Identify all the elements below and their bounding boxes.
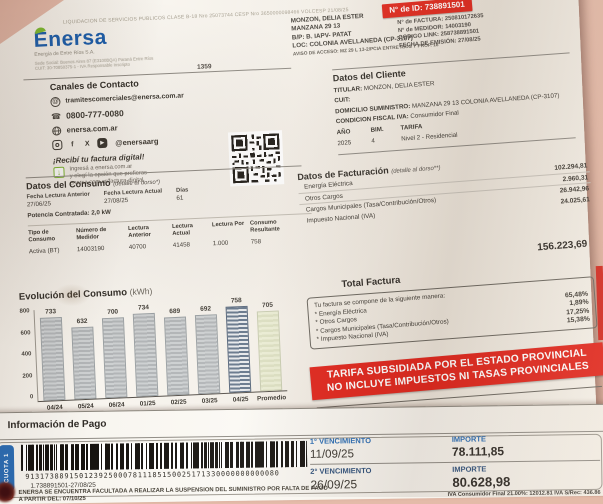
client-name: MONZON, DELIA ESTER: [363, 79, 435, 92]
chart-bar: [225, 305, 252, 393]
chart-bar-column: 632 05/24: [70, 308, 97, 410]
x-axis-label: Promedio: [256, 394, 287, 403]
instagram-icon: [52, 139, 63, 151]
iva-note: IVA Consumidor Final 21.00%: 12012.81 IV…: [447, 489, 601, 498]
bar-value-label: 689: [169, 307, 181, 315]
chart-bar-column: 758 04/25: [225, 297, 252, 404]
email-icon: @: [50, 96, 61, 107]
y-tick: 600: [20, 329, 31, 337]
invoice-id-block: N° de ID: 738891501 N° de FACTURA: 25081…: [381, 0, 577, 52]
consumption-table: Tipo de Consumo Número de Medidor Lectur…: [27, 212, 313, 256]
y-tick: 0: [29, 394, 34, 401]
chart-bar: [39, 316, 66, 401]
facebook-icon: f: [70, 140, 74, 148]
subsidy-banner: TARIFA SUBSIDIADA POR EL ESTADO PROVINCI…: [309, 342, 603, 401]
enersa-logo: Enersa Energía de Entre Ríos S.A. Sede S…: [33, 23, 215, 72]
payment-barcode: [20, 440, 308, 471]
x-icon: X: [84, 140, 90, 148]
billing-days: 61: [176, 194, 184, 202]
y-tick: 800: [19, 308, 30, 315]
contact-phone: 0800-777-0080: [65, 108, 124, 121]
chart-plot: 733 04/24 632 05/24 700 06/24 734 01/25 689 02/25…: [33, 297, 288, 412]
chart-bar-column: 733 04/24: [39, 308, 66, 412]
first-due-amount: 78.111,85: [451, 444, 505, 459]
total-amount: 156.223,69: [536, 238, 588, 254]
fiscal-condition: Consumidor Final: [410, 109, 460, 121]
payment-stub: Información de Pago CUOTA 1 913173889150…: [0, 403, 603, 504]
chart-bar: [101, 317, 128, 399]
bar-value-label: 700: [107, 308, 119, 317]
contact-web: enersa.com.ar: [66, 123, 118, 135]
qr-code: [227, 130, 285, 187]
chart-bar-column: 705 Promedio: [256, 299, 286, 403]
suspension-warning: ENERSA SE ENCUENTRA FACULTADA A REALIZAR…: [18, 485, 328, 503]
y-tick: 400: [21, 351, 32, 358]
chart-bar-column: 734 01/25: [132, 304, 159, 408]
chart-bar: [71, 326, 97, 400]
payment-title: Información de Pago: [7, 418, 107, 432]
bar-value-label: 692: [200, 305, 212, 314]
chart-bar: [163, 316, 190, 396]
consumption-section: Datos del Consumo (detalle al dorso*) Fe…: [25, 165, 313, 256]
first-due-values: 11/09/25 78.111,85: [310, 443, 600, 461]
globe-icon: [51, 125, 62, 136]
chart-bar-column: 692 03/25: [194, 302, 221, 405]
chart-bar-column: 689 02/25: [163, 304, 190, 406]
previous-reading-date: 27/06/25: [26, 200, 52, 209]
consumption-chart: Evolución del Consumo (kWh) 800 600 400 200…: [19, 279, 310, 412]
phone-icon: ☎: [50, 111, 62, 121]
current-reading-date: 27/08/25: [103, 196, 129, 205]
chart-bar: [132, 312, 159, 397]
bar-value-label: 733: [45, 307, 57, 316]
total-label: Total Factura: [341, 274, 401, 291]
due-dates-panel: 1° VENCIMIENTO IMPORTE 11/09/25 78.111,85 …: [310, 433, 601, 500]
social-handle: @enersaarg: [115, 136, 159, 147]
chart-bar: [194, 314, 221, 395]
contact-channels: Canales de Contacto @ tramitescomerciales…: [50, 72, 289, 188]
route-number: 1359: [196, 63, 212, 71]
paper-edge-red-sliver: [595, 265, 603, 341]
second-due-amount: 80.628,98: [452, 474, 511, 490]
total-section: 156.223,69 Total Factura Tu factura se c…: [302, 238, 603, 409]
y-tick: 200: [22, 372, 33, 380]
second-due-values: 26/09/25 80.628,98: [310, 473, 600, 492]
first-due-date: 11/09/25: [309, 448, 355, 461]
youtube-icon: ▶: [97, 137, 108, 149]
bar-value-label: 758: [230, 296, 242, 305]
second-due-date: 26/09/25: [310, 477, 358, 492]
bill-paper: LIQUIDACION DE SERVICIOS PUBLICOS CLASE …: [0, 0, 603, 487]
chart-bar-column: 700 06/24: [101, 306, 128, 409]
chart-bar: [256, 310, 283, 392]
table-row: Activa (BT): [28, 247, 60, 256]
bar-value-label: 632: [76, 317, 88, 326]
bar-value-label: 705: [261, 301, 274, 310]
bar-value-label: 734: [137, 303, 150, 312]
billing-data-section: Datos de Facturación (detalle al dorso**…: [297, 150, 592, 226]
client-data-section: Datos del Cliente TITULAR: MONZON, DELIA…: [332, 52, 587, 155]
contact-email: tramitescomerciales@enersa.com.ar: [65, 92, 184, 105]
